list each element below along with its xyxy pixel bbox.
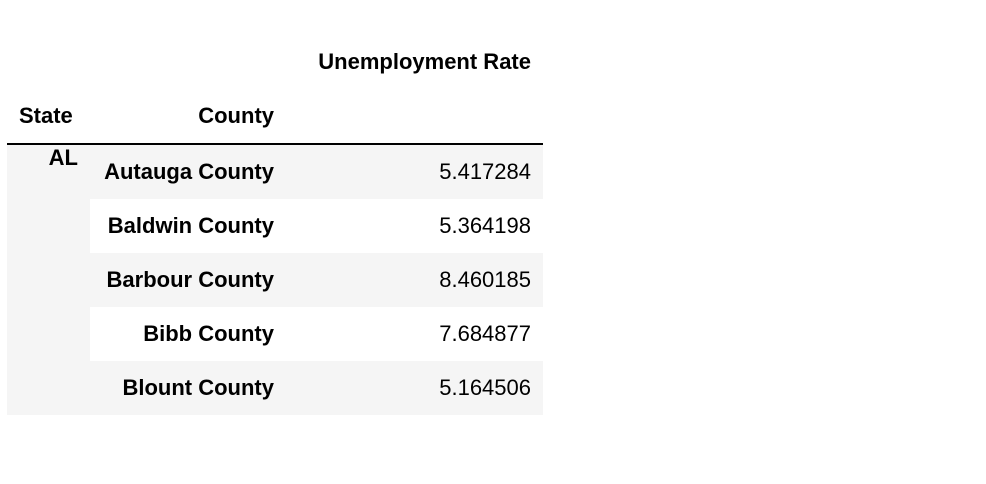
row-index-county: Autauga County [90, 144, 286, 199]
row-index-county: Baldwin County [90, 199, 286, 253]
blank-header-cell [7, 35, 90, 89]
unemployment-rate-cell: 7.684877 [286, 307, 543, 361]
row-index-county: Blount County [90, 361, 286, 415]
column-header-unemployment-rate: Unemployment Rate [318, 49, 531, 74]
row-index-county: Barbour County [90, 253, 286, 307]
table-row: AL Autauga County 5.417284 [7, 144, 543, 415]
blank-header-cell [90, 35, 286, 89]
blank-header-cell [286, 89, 543, 144]
unemployment-rate-cell: 5.417284 [286, 144, 543, 199]
unemployment-rate-cell: 5.164506 [286, 361, 543, 415]
column-header-row: Unemployment Rate [7, 35, 543, 89]
index-names-row: State County [7, 89, 543, 144]
table-body: AL Autauga County 5.417284 Baldwin Count… [7, 144, 543, 415]
table-row: Bibb County 7.684877 [7, 307, 543, 361]
table-header: Unemployment Rate State County [7, 35, 543, 144]
table-row: Blount County 5.164506 [7, 361, 543, 415]
row-index-county: Bibb County [90, 307, 286, 361]
table-row: Barbour County 8.460185 [7, 253, 543, 307]
dataframe-table: Unemployment Rate State County AL Autaug… [7, 35, 543, 415]
index-name-state: State [19, 103, 73, 128]
unemployment-rate-cell: 5.364198 [286, 199, 543, 253]
index-name-county: County [198, 103, 274, 128]
unemployment-rate-cell: 8.460185 [286, 253, 543, 307]
row-index-state: AL [7, 144, 90, 415]
table-row: Baldwin County 5.364198 [7, 199, 543, 253]
